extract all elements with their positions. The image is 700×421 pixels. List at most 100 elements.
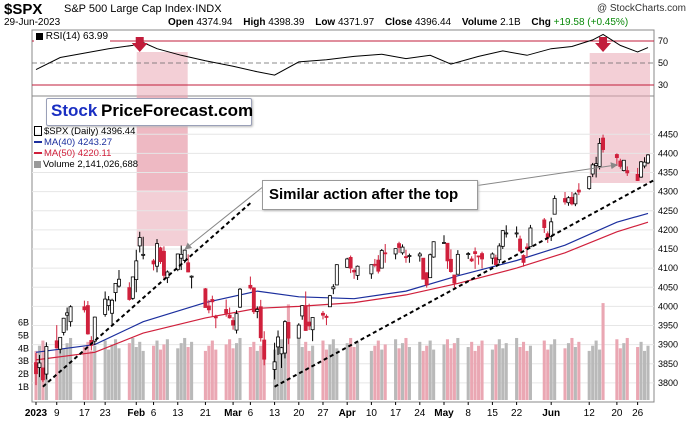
price-tick-4250: 4250 <box>658 206 678 216</box>
x-label: 2023 <box>25 408 48 419</box>
candle-body <box>480 253 484 260</box>
volume-bar <box>615 339 619 400</box>
volume-bar <box>394 339 398 400</box>
volume-bar <box>165 339 169 400</box>
volume-bar <box>214 349 218 400</box>
candle-body <box>44 346 49 375</box>
candle-body <box>213 316 218 319</box>
price-tick-4000: 4000 <box>658 301 678 311</box>
rsi-arrow-feb <box>131 37 148 52</box>
candle-body <box>210 299 215 303</box>
volume-bar <box>598 349 602 400</box>
volume-bar <box>138 341 142 400</box>
low-value: 4371.97 <box>338 17 375 28</box>
volume-bar <box>224 344 228 400</box>
candle-body <box>497 245 502 261</box>
volume-bar <box>231 348 235 400</box>
volume-bar <box>618 348 622 400</box>
volume-bar <box>117 348 121 400</box>
volume-bar <box>518 347 522 400</box>
x-label: 27 <box>317 408 329 419</box>
volume-bar <box>158 349 163 400</box>
volume-bar <box>107 349 111 400</box>
candle-body <box>448 258 453 272</box>
volume-bar <box>207 345 211 400</box>
volume-bar <box>573 347 577 400</box>
symbol: $SPX <box>4 1 43 18</box>
rsi-arrow-jun <box>595 37 612 52</box>
main-legend: $SPX (Daily) 4396.44 MA(40) 4243.27 MA(5… <box>34 126 138 170</box>
candle-body <box>158 247 163 263</box>
volume-bar <box>252 341 256 400</box>
candle-body <box>331 286 336 290</box>
candle-body <box>272 361 277 370</box>
low-label: Low <box>315 17 336 28</box>
x-label: 15 <box>487 408 499 419</box>
volume-label: Volume <box>461 17 498 28</box>
x-label: 10 <box>366 408 378 419</box>
volume-bar <box>228 339 232 400</box>
volume-bar <box>152 345 156 400</box>
volume-bar <box>307 350 311 400</box>
volume-bar <box>141 350 145 400</box>
volume-tick-3B: 3B <box>18 356 29 366</box>
volume-bar <box>321 340 325 400</box>
candle-body <box>542 219 547 228</box>
volume-bar <box>404 337 408 400</box>
high-label: High <box>243 17 266 28</box>
volume-bar <box>421 350 425 400</box>
x-label: 20 <box>293 408 305 419</box>
volume-bar <box>103 340 107 400</box>
quote-date: 29-Jun-2023 <box>4 17 61 28</box>
candle-body <box>552 198 557 215</box>
candle-body <box>179 253 184 259</box>
volume-bar <box>352 347 356 400</box>
candle-body <box>549 221 554 237</box>
candle-body <box>569 196 574 205</box>
candle-body <box>248 284 253 289</box>
candle-body <box>404 256 408 259</box>
volume-bar <box>470 341 474 400</box>
candle-body <box>594 163 599 167</box>
candle-body <box>618 160 623 167</box>
candle-body <box>369 264 374 275</box>
candle-body <box>110 299 115 314</box>
candle-body <box>186 262 191 273</box>
candle-body <box>130 276 135 299</box>
volume-bar <box>328 344 332 400</box>
watermark-box: Stock PriceForecast.com <box>46 98 253 126</box>
candle-body <box>573 193 578 205</box>
candle-body <box>106 299 111 307</box>
close-value: 4396.44 <box>414 17 452 28</box>
candle-body <box>141 253 146 256</box>
volume-bar <box>639 341 643 400</box>
x-label: Mar <box>224 408 242 419</box>
volume-bar <box>210 340 214 400</box>
volume-bar <box>324 349 328 400</box>
candle-body <box>621 159 626 171</box>
candle-body <box>452 274 457 284</box>
volume-bar <box>262 340 266 400</box>
volume-bar <box>642 350 647 400</box>
legend-ma50-text: MA(50) 4220.11 <box>44 148 112 159</box>
candle-body <box>376 259 381 272</box>
x-label: 13 <box>172 408 184 419</box>
volume-bar <box>345 343 349 400</box>
candle-body <box>521 255 526 263</box>
candle-body <box>262 339 267 360</box>
ohlc-line: Open 4374.94 High 4398.39 Low 4371.97 Cl… <box>168 17 628 28</box>
candle-body <box>625 170 630 174</box>
volume-bar <box>162 344 166 400</box>
volume-bar <box>127 343 131 400</box>
candle-body <box>424 272 429 286</box>
candle-body <box>58 336 63 350</box>
candle-body <box>321 312 325 316</box>
volume-bar <box>369 350 373 400</box>
candle-body <box>324 315 329 318</box>
volume-bar <box>515 337 519 400</box>
volume-bar <box>587 350 591 400</box>
candle-body <box>286 322 291 339</box>
volume-bar <box>248 347 252 400</box>
candle-body <box>68 306 73 323</box>
volume-bar <box>553 339 557 400</box>
